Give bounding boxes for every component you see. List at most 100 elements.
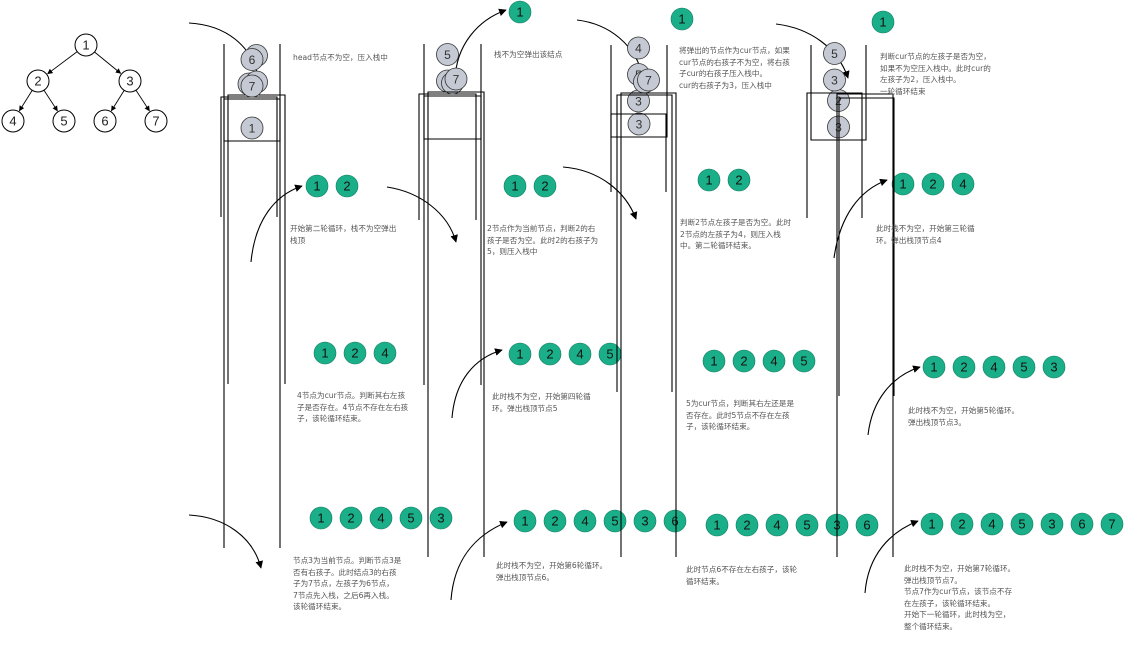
stack-container [806, 92, 863, 218]
stack-node-label: 1 [249, 121, 256, 135]
output-node-label: 2 [929, 177, 936, 192]
output-node-1: 1 [508, 342, 532, 366]
output-node-label: 1 [930, 360, 937, 375]
output-node-label: 4 [988, 517, 995, 532]
step-note-line: 子cur的右孩子压入栈中。 [679, 69, 768, 78]
step-note: 此时栈不为空，开始第7轮循环。 弹出栈顶节点7。 节点7作为cur节点，该节点不存在… [904, 563, 1015, 632]
stack-node-5: 5 [823, 42, 846, 65]
output-node-label: 2 [743, 518, 750, 533]
stack-node-5: 5 [436, 43, 459, 66]
tree-edge-2-4 [18, 90, 33, 112]
output-node-3: 3 [1040, 512, 1064, 536]
output-node-1: 1 [871, 10, 895, 34]
output-node-1: 1 [702, 349, 726, 373]
step-note-line: 环。弹出栈顶节点4 [876, 235, 942, 245]
output-node-label: 1 [678, 12, 685, 27]
output-node-5: 5 [792, 349, 816, 373]
output-node-2: 2 [735, 513, 759, 537]
output-node-2: 2 [952, 355, 976, 379]
step-note: 5为cur节点，判断其右左还是是 否存在。此时5节点不存在左孩 子，该轮循环结束。 [686, 398, 794, 433]
step-note-line: 开始下一轮循环，此时栈为空， [904, 610, 1011, 619]
pop-arrow [864, 519, 919, 594]
output-node-2: 2 [921, 172, 945, 196]
binary-tree: 1 2 3 4 5 6 7 [1, 33, 168, 133]
output-node-label: 1 [899, 177, 906, 192]
output-node-label: 1 [521, 514, 528, 529]
output-node-label: 3 [1048, 517, 1055, 532]
step-note-line: 环。弹出栈顶节点5 [492, 403, 558, 413]
output-node-1: 1 [670, 7, 694, 31]
tree-node-3: 3 [118, 69, 142, 93]
step-note: 节点3为当前节点。判断节点3是 否有右孩子。此时结点3的右孩 子为7节点，左孩子为6… [293, 555, 401, 613]
stack-node-3: 3 [823, 68, 846, 92]
step-12: 1 2 4 5 3 [838, 97, 1066, 436]
output-node-2: 2 [727, 168, 751, 192]
step-note-line: 开始第二轮循环，栈不为空弹出 [290, 224, 397, 233]
pop-arrow [833, 178, 888, 259]
step-note-line: 一轮循环结束 [880, 86, 926, 96]
stack-node-label: 4 [635, 41, 642, 55]
output-node-5: 5 [1010, 512, 1034, 536]
stack-container [610, 45, 668, 138]
output-node-4: 4 [980, 512, 1004, 536]
step-note-line: 在左孩子，该轮循环结束。 [904, 598, 996, 608]
stack-node-7: 7 [637, 68, 660, 92]
stack-container [616, 94, 673, 392]
step-note-line: 判断cur节点的左孩子是否为空， [880, 52, 991, 61]
step-note: 此时栈不为空，开始第四轮循 环。弹出栈顶节点5 [492, 391, 591, 414]
tree-node-label: 2 [34, 74, 41, 89]
step-note-line: cur的右孩子为3，压入栈中 [679, 80, 772, 90]
output-node-label: 4 [959, 177, 966, 192]
step-note: 4节点为cur节点。判断其右左孩 子是否存在。4节点不存在左右孩 子，该轮循环结束。 [297, 390, 408, 425]
push-arrow [386, 186, 458, 243]
step-note-line: 子，该轮循环结束。 [297, 414, 366, 423]
output-node-2: 2 [950, 512, 974, 536]
output-node-6: 6 [663, 509, 687, 533]
stack-container [838, 97, 895, 396]
step-note: 2节点作为当前节点，判断2的右 孩子是否为空。此时2的右孩子为 5，则压入栈中 [487, 223, 598, 258]
step-note-line: cur节点的右孩子不为空，将右孩 [679, 57, 790, 67]
step-note-line: 此时栈不为空，开始第6轮循环。 [496, 561, 608, 570]
output-node-5: 5 [1012, 355, 1036, 379]
output-node-label: 4 [990, 360, 997, 375]
step-note-line: 此时栈不为空，开始第7轮循环。 [904, 564, 1016, 573]
step-note: 此时栈不为空，开始第三轮循 环。弹出栈顶节点4 [876, 223, 975, 246]
output-node-label: 2 [343, 179, 350, 194]
output-node-5: 5 [598, 342, 622, 366]
output-node-label: 2 [351, 346, 358, 361]
step-note-line: 否存在。此时5节点不存在左孩 [686, 410, 790, 420]
pop-arrow [450, 521, 508, 601]
stack-node-6: 6 [240, 48, 264, 71]
output-node-label: 2 [347, 511, 354, 526]
step-note-line: 循环结束。 [686, 576, 724, 586]
step-note-line: 子，该轮循环结束。 [686, 422, 755, 431]
output-node-label: 2 [541, 179, 548, 194]
output-node-2: 2 [339, 506, 363, 530]
output-node-5: 5 [399, 506, 423, 530]
tree-node-5: 5 [52, 109, 76, 133]
step-note-line: 否有右孩子。此时结点3的右孩 [293, 567, 397, 577]
output-node-2: 2 [335, 174, 359, 198]
stack-container [223, 98, 281, 548]
stack-node-label: 7 [645, 73, 652, 87]
output-node-5: 5 [795, 513, 819, 537]
output-node-label: 1 [516, 5, 523, 20]
stack-container [836, 93, 894, 557]
output-node-1: 1 [309, 506, 333, 530]
output-node-1: 1 [920, 512, 944, 536]
step-15: 7 1 2 4 5 3 6 [620, 68, 879, 557]
step-8: 3 5 1 2 4 [806, 42, 975, 259]
step-note-line: 此时栈不为空，开始第三轮循 [876, 224, 975, 233]
output-node-label: 1 [879, 15, 886, 30]
output-node-3: 3 [1042, 355, 1066, 379]
output-node-2: 2 [543, 509, 567, 533]
tree-node-label: 5 [60, 114, 67, 129]
output-node-4: 4 [951, 172, 975, 196]
pop-arrow [867, 365, 921, 436]
stack-node-1: 1 [240, 116, 264, 140]
step-note-line: 此时栈不为空，开始第5轮循环。 [908, 406, 1020, 415]
output-node-label: 3 [437, 511, 444, 526]
output-node-label: 1 [516, 347, 523, 362]
stack-container [610, 113, 667, 192]
